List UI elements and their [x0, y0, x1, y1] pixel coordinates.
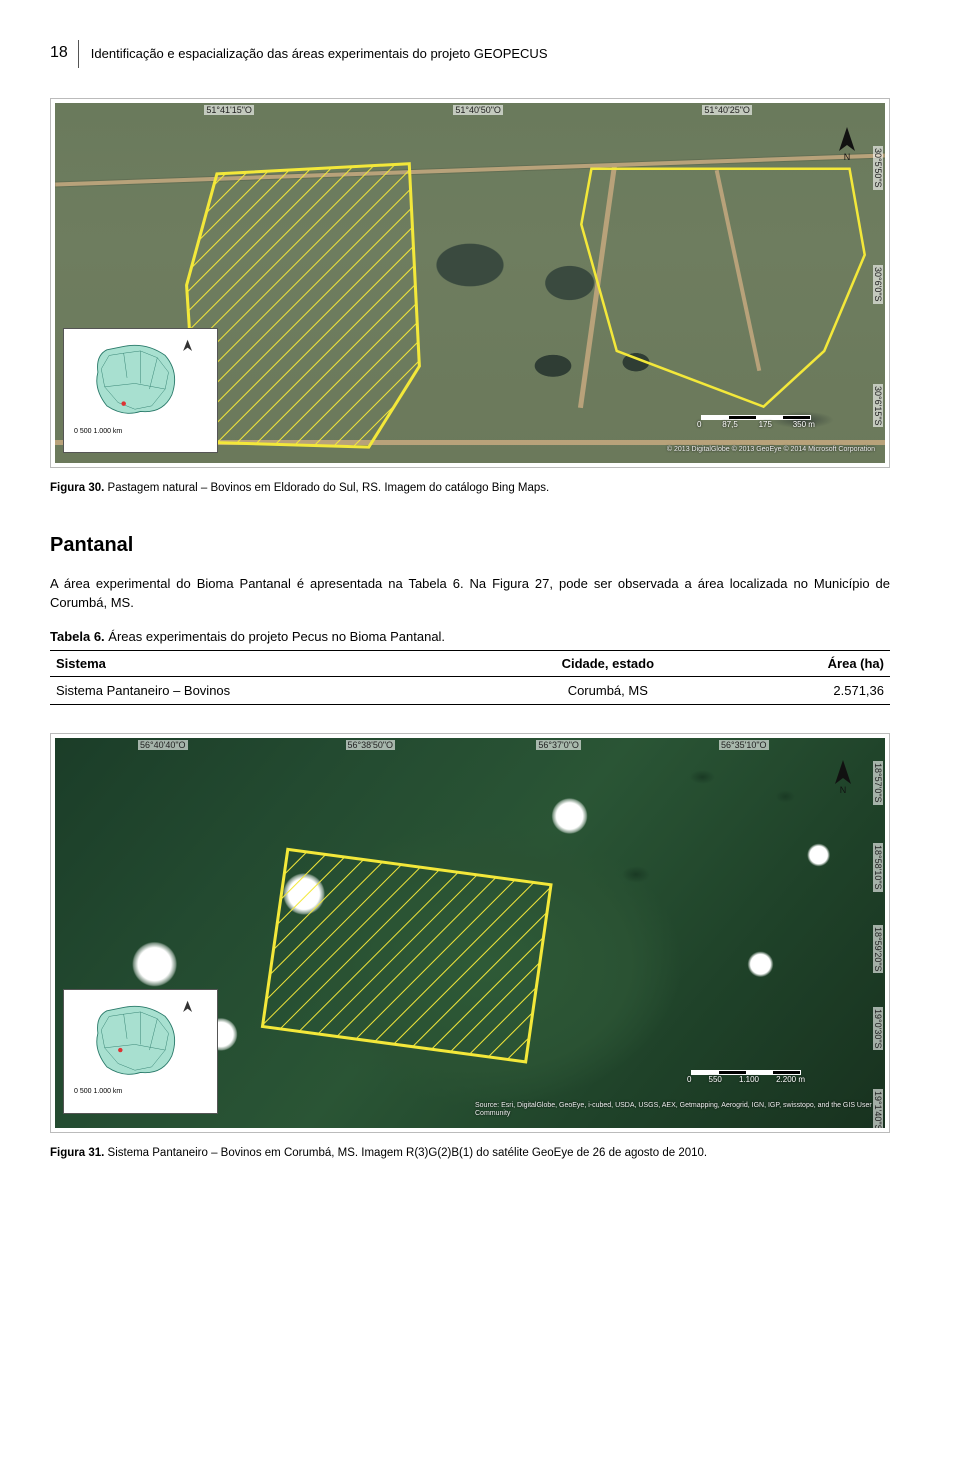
table-6-caption: Tabela 6. Áreas experimentais do projeto…: [50, 629, 890, 644]
caption-text: Sistema Pantaneiro – Bovinos em Corumbá,…: [104, 1147, 707, 1159]
inset-scale-label: 0 500 1.000 km: [68, 428, 213, 435]
table-header-row: Sistema Cidade, estado Área (ha): [50, 650, 890, 676]
header-title: Identificação e espacialização das áreas…: [91, 40, 548, 68]
map1-coord-top: 51°40'50"O: [453, 105, 503, 115]
figure-30-map: 51°41'15"O 51°40'50"O 51°40'25"O 30°5'50…: [50, 98, 890, 468]
page-header: 18 Identificação e espacialização das ár…: [50, 40, 890, 68]
map2-coord-top: 56°40'40"O: [138, 740, 188, 750]
map1-coord-top: 51°41'15"O: [204, 105, 254, 115]
svg-text:N: N: [840, 785, 847, 794]
figure-31-caption: Figura 31. Sistema Pantaneiro – Bovinos …: [50, 1147, 890, 1159]
map2-scale-bar: 0 550 1.100 2.200 m: [691, 1070, 805, 1084]
scale-label: 2.200 m: [776, 1075, 805, 1084]
map2-coord-right: 19°1'40"S: [873, 1089, 883, 1128]
header-divider: [78, 40, 79, 68]
map2-coord-right: 18°57'0"S: [873, 761, 883, 805]
caption-text: Pastagem natural – Bovinos em Eldorado d…: [104, 482, 549, 494]
map1-scale-bar: 0 87,5 175 350 m: [701, 415, 815, 429]
caption-label: Figura 30.: [50, 482, 104, 494]
section-title-pantanal: Pantanal: [50, 534, 890, 557]
map2-coord-top: 56°35'10"O: [719, 740, 769, 750]
north-arrow-icon: N: [837, 127, 857, 166]
th-area: Área (ha): [730, 650, 890, 676]
figure-30-caption: Figura 30. Pastagem natural – Bovinos em…: [50, 482, 890, 494]
body-paragraph: A área experimental do Bioma Pantanal é …: [50, 575, 890, 613]
map2-coord-top: 56°38'50"O: [346, 740, 396, 750]
map2-coord-top: 56°37'0"O: [536, 740, 581, 750]
th-sistema: Sistema: [50, 650, 486, 676]
map2-inner: 56°40'40"O 56°38'50"O 56°37'0"O 56°35'10…: [55, 738, 885, 1128]
scale-label: 550: [709, 1075, 722, 1084]
map2-coord-right: 19°0'30"S: [873, 1007, 883, 1051]
map2-coord-right: 18°58'10"S: [873, 843, 883, 892]
table-caption-text: Áreas experimentais do projeto Pecus no …: [105, 629, 445, 644]
map1-inset-brazil: 0 500 1.000 km: [63, 328, 218, 453]
map1-coord-right: 30°6'0"S: [873, 265, 883, 304]
caption-label: Figura 31.: [50, 1147, 104, 1159]
scale-label: 0: [687, 1075, 691, 1084]
north-arrow-icon: N: [833, 760, 853, 799]
scale-label: 87,5: [722, 420, 738, 429]
map1-coord-right: 30°6'15"S: [873, 384, 883, 428]
td-cidade: Corumbá, MS: [486, 676, 730, 704]
map1-inner: 51°41'15"O 51°40'50"O 51°40'25"O 30°5'50…: [55, 103, 885, 463]
scale-label: 1.100: [739, 1075, 759, 1084]
map1-coord-top: 51°40'25"O: [702, 105, 752, 115]
table-row: Sistema Pantaneiro – Bovinos Corumbá, MS…: [50, 676, 890, 704]
map2-credit: Source: Esri, DigitalGlobe, GeoEye, i-cu…: [475, 1102, 875, 1117]
scale-label: 0: [697, 420, 701, 429]
th-cidade: Cidade, estado: [486, 650, 730, 676]
scale-label: 175: [759, 420, 772, 429]
td-sistema: Sistema Pantaneiro – Bovinos: [50, 676, 486, 704]
table-6: Sistema Cidade, estado Área (ha) Sistema…: [50, 650, 890, 705]
inset-scale-label: 0 500 1.000 km: [68, 1088, 213, 1095]
page-number: 18: [50, 40, 78, 68]
map1-credit: © 2013 DigitalGlobe © 2013 GeoEye © 2014…: [667, 446, 875, 453]
figure-31-map: 56°40'40"O 56°38'50"O 56°37'0"O 56°35'10…: [50, 733, 890, 1133]
map1-coord-right: 30°5'50"S: [873, 146, 883, 190]
map2-coord-right: 18°59'20"S: [873, 925, 883, 974]
scale-label: 350 m: [793, 420, 815, 429]
td-area: 2.571,36: [730, 676, 890, 704]
table-caption-label: Tabela 6.: [50, 629, 105, 644]
map2-inset-brazil: 0 500 1.000 km: [63, 989, 218, 1114]
svg-text:N: N: [844, 152, 851, 161]
